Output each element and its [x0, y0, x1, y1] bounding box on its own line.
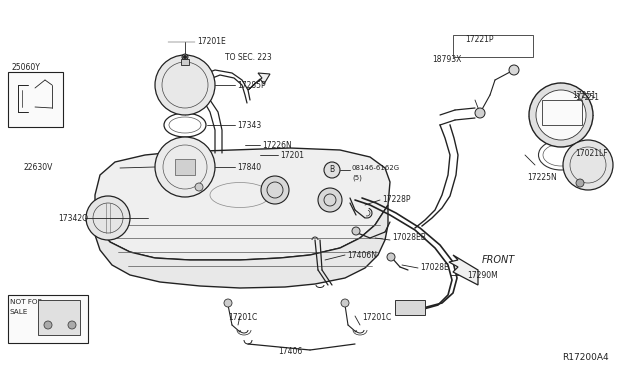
Circle shape [341, 299, 349, 307]
Text: 17028EB: 17028EB [392, 234, 426, 243]
Polygon shape [248, 73, 270, 90]
Circle shape [387, 253, 395, 261]
Circle shape [44, 321, 52, 329]
Text: 25060Y: 25060Y [12, 62, 41, 71]
Text: 17028E: 17028E [420, 263, 449, 273]
Text: 17201E: 17201E [197, 38, 226, 46]
Bar [453, 35, 533, 57]
Text: 17021LF: 17021LF [575, 148, 607, 157]
Text: 17201C: 17201C [362, 314, 391, 323]
Polygon shape [95, 148, 390, 260]
Text: 17201: 17201 [280, 151, 304, 160]
Text: 17290M: 17290M [467, 270, 498, 279]
Bar [8, 295, 88, 343]
Text: 17406N: 17406N [347, 250, 377, 260]
Text: 17225N: 17225N [527, 173, 557, 183]
Text: 17221P: 17221P [465, 35, 493, 45]
Text: 17201C: 17201C [228, 314, 257, 323]
Bar [181, 59, 189, 65]
Circle shape [318, 188, 342, 212]
Circle shape [155, 55, 215, 115]
Circle shape [261, 176, 289, 204]
Circle shape [86, 196, 130, 240]
Text: 17406: 17406 [278, 347, 302, 356]
Polygon shape [449, 255, 478, 285]
Bar [542, 100, 582, 125]
Text: 17840: 17840 [237, 163, 261, 171]
Text: 17251: 17251 [572, 90, 596, 99]
Circle shape [224, 299, 232, 307]
Circle shape [529, 83, 593, 147]
Circle shape [184, 55, 186, 58]
Text: 08146-6162G: 08146-6162G [351, 165, 399, 171]
Text: FRONT: FRONT [482, 255, 515, 265]
Bar [175, 159, 195, 175]
Text: 17228P: 17228P [382, 196, 410, 205]
Polygon shape [95, 205, 388, 288]
Text: 22630V: 22630V [24, 164, 53, 173]
Bar [38, 300, 80, 335]
Circle shape [68, 321, 76, 329]
Circle shape [182, 54, 188, 60]
Circle shape [563, 140, 613, 190]
Circle shape [475, 108, 485, 118]
Text: 17343: 17343 [237, 121, 261, 129]
Text: NOT FOR: NOT FOR [10, 299, 42, 305]
Text: 17226N: 17226N [262, 141, 292, 150]
Text: 17285P: 17285P [237, 80, 266, 90]
Text: TO SEC. 223: TO SEC. 223 [225, 54, 272, 62]
Text: 17251: 17251 [575, 93, 599, 103]
Bar [8, 72, 63, 127]
Text: SALE: SALE [10, 309, 28, 315]
Text: R17200A4: R17200A4 [562, 353, 609, 362]
Text: B: B [330, 166, 335, 174]
Circle shape [536, 90, 586, 140]
Text: 18793X: 18793X [432, 55, 461, 64]
Circle shape [324, 162, 340, 178]
Circle shape [155, 137, 215, 197]
Circle shape [352, 227, 360, 235]
Circle shape [195, 183, 203, 191]
Circle shape [509, 65, 519, 75]
Bar [395, 300, 425, 315]
Text: 17342Q: 17342Q [58, 214, 88, 222]
Circle shape [576, 179, 584, 187]
Text: (5): (5) [352, 175, 362, 181]
